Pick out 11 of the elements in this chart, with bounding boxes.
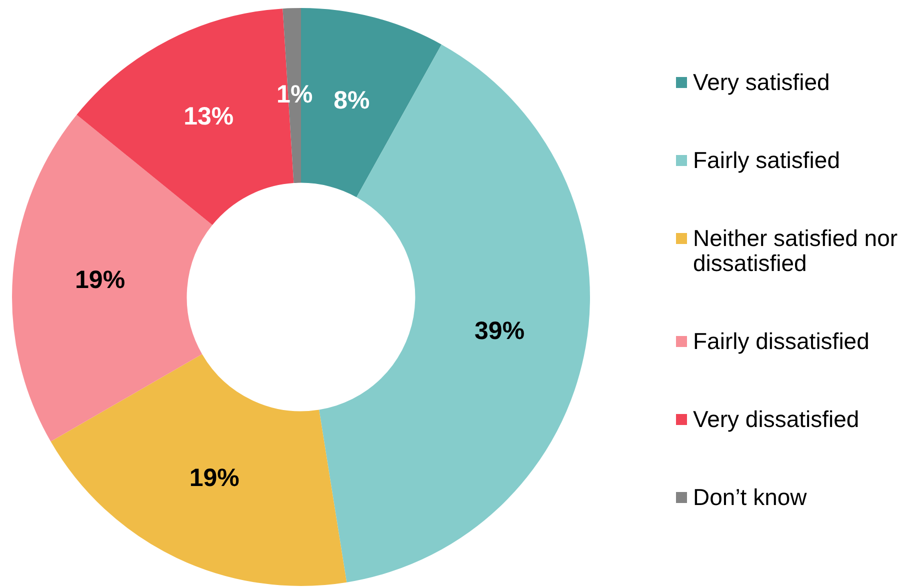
data-label: 19% <box>75 266 126 294</box>
legend-label: Very satisfied <box>693 69 830 95</box>
legend-label: Fairly dissatisfied <box>693 328 870 354</box>
data-label: 8% <box>334 86 370 115</box>
legend-label: Don’t know <box>693 484 807 510</box>
data-label: 39% <box>474 316 525 345</box>
legend-label: Neither satisfied nor dissatisfied <box>693 225 899 276</box>
legend-label: Very dissatisfied <box>693 406 860 432</box>
legend-label: Fairly satisfied <box>693 147 840 173</box>
data-label: 13% <box>184 102 234 131</box>
data-label: 19% <box>189 464 240 492</box>
